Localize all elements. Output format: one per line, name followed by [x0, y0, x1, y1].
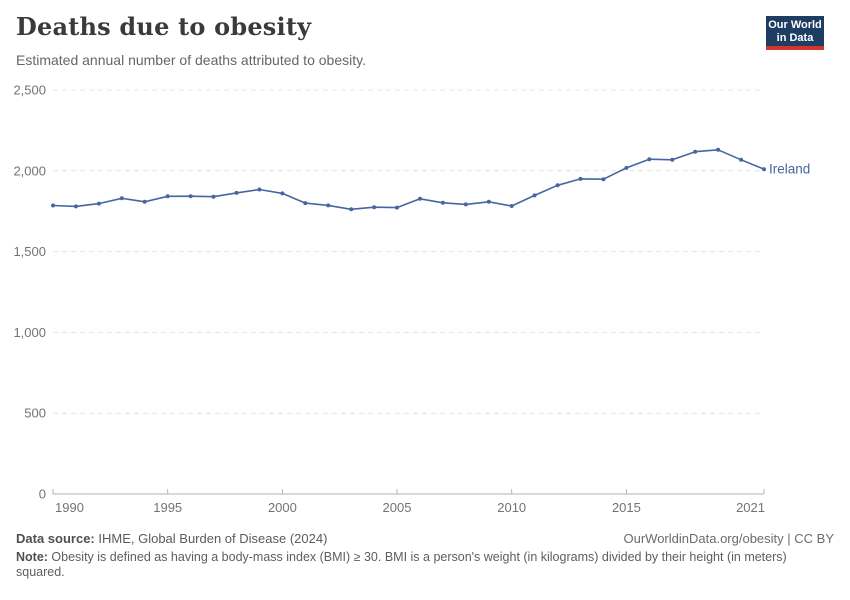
data-point[interactable]: [51, 203, 55, 208]
data-point[interactable]: [670, 157, 675, 162]
x-axis-tick-label: 2000: [268, 500, 297, 515]
footer: Data source: IHME, Global Burden of Dise…: [16, 531, 834, 580]
data-point[interactable]: [142, 199, 147, 204]
data-point[interactable]: [762, 167, 766, 172]
data-point[interactable]: [326, 203, 331, 208]
y-axis-tick-label: 500: [24, 406, 46, 421]
data-point[interactable]: [395, 205, 399, 210]
line-chart[interactable]: 0 500 1,000 1,500 2,000 2,500 1990 1995 2000 2005…: [0, 0, 850, 530]
data-point[interactable]: [463, 202, 468, 207]
y-axis-tick-label: 0: [39, 487, 46, 502]
data-point[interactable]: [555, 183, 560, 188]
data-point[interactable]: [73, 204, 78, 209]
data-source-label: Data source:: [16, 531, 95, 546]
data-point[interactable]: [303, 201, 308, 206]
data-point[interactable]: [234, 190, 239, 195]
owid-logo-line2: in Data: [776, 31, 814, 44]
data-point[interactable]: [119, 196, 124, 201]
y-axis-tick-label: 2,500: [13, 83, 46, 98]
x-axis-tick-label: 2021: [736, 500, 765, 515]
data-point[interactable]: [211, 194, 216, 199]
data-point[interactable]: [693, 149, 698, 154]
y-axis-tick-label: 1,500: [13, 244, 46, 259]
owid-logo: Our World in Data: [766, 16, 824, 50]
note-text: Obesity is defined as having a body-mass…: [16, 550, 787, 579]
data-point[interactable]: [509, 204, 514, 208]
data-point[interactable]: [486, 199, 491, 204]
y-axis-tick-label: 2,000: [13, 163, 46, 178]
x-axis-tick-label: 2015: [612, 500, 641, 515]
series-label-ireland[interactable]: Ireland: [769, 162, 810, 177]
chart-subtitle: Estimated annual number of deaths attrib…: [16, 52, 366, 68]
x-axis-tick-label: 2010: [497, 500, 526, 515]
data-point[interactable]: [280, 191, 285, 196]
citation-link[interactable]: OurWorldinData.org/obesity | CC BY: [623, 531, 835, 546]
data-point[interactable]: [188, 194, 193, 199]
line-series-ireland[interactable]: [52, 149, 765, 211]
owid-logo-line1: Our World: [768, 19, 822, 31]
x-axis-tick-label: 1990: [55, 500, 84, 515]
data-point[interactable]: [532, 193, 537, 198]
data-point[interactable]: [624, 165, 629, 170]
data-point[interactable]: [647, 157, 652, 162]
data-point[interactable]: [165, 194, 170, 199]
note-label: Note:: [16, 550, 48, 564]
data-point[interactable]: [96, 201, 101, 206]
data-point[interactable]: [739, 157, 744, 162]
x-axis-tick-label: 2005: [383, 500, 412, 515]
data-point[interactable]: [257, 187, 262, 192]
page-title: Deaths due to obesity: [16, 12, 312, 41]
y-axis-tick-label: 1,000: [13, 325, 46, 340]
data-point[interactable]: [349, 207, 354, 212]
data-point[interactable]: [372, 205, 377, 210]
data-point[interactable]: [716, 147, 721, 152]
data-source-text: IHME, Global Burden of Disease (2024): [94, 531, 328, 546]
chart-note: Note: Obesity is defined as having a bod…: [16, 550, 816, 580]
data-point[interactable]: [601, 177, 606, 182]
data-source: Data source: IHME, Global Burden of Dise…: [16, 531, 327, 546]
data-point[interactable]: [418, 196, 422, 201]
data-point[interactable]: [440, 200, 445, 205]
data-point[interactable]: [578, 176, 583, 181]
x-axis-tick-label: 1995: [153, 500, 182, 515]
